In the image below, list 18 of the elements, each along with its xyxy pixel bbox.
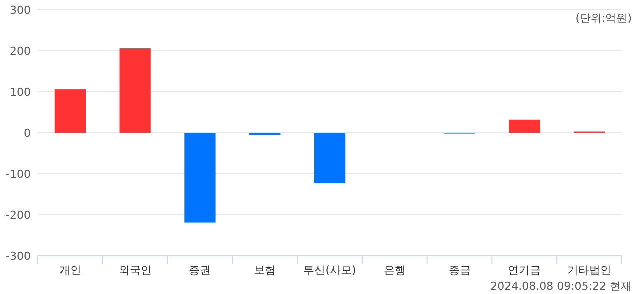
x-tick-label: 연기금: [508, 264, 542, 277]
x-tick-label: 개인: [59, 264, 82, 277]
x-tick-label: 투신(사모): [304, 264, 356, 277]
x-tick-label: 은행: [384, 264, 406, 277]
y-tick-label: 100: [10, 86, 31, 99]
y-tick-label: 300: [10, 4, 31, 17]
x-tick-label: 종금: [448, 264, 471, 277]
y-tick-label: 0: [24, 127, 31, 140]
x-tick-label: 보험: [254, 264, 276, 277]
y-tick-label: 200: [10, 45, 31, 58]
x-tick-label: 기타법인: [568, 264, 612, 277]
x-tick-label: 외국인: [118, 264, 152, 277]
y-tick-label: -300: [6, 250, 31, 263]
text: 2024.08.08 09:05:22 현재: [490, 280, 632, 293]
y-tick-label: -100: [6, 168, 31, 181]
y-tick-label: -200: [6, 209, 31, 222]
annotation: (단위:억원): [576, 12, 632, 25]
x-tick-label: 증권: [189, 264, 212, 277]
